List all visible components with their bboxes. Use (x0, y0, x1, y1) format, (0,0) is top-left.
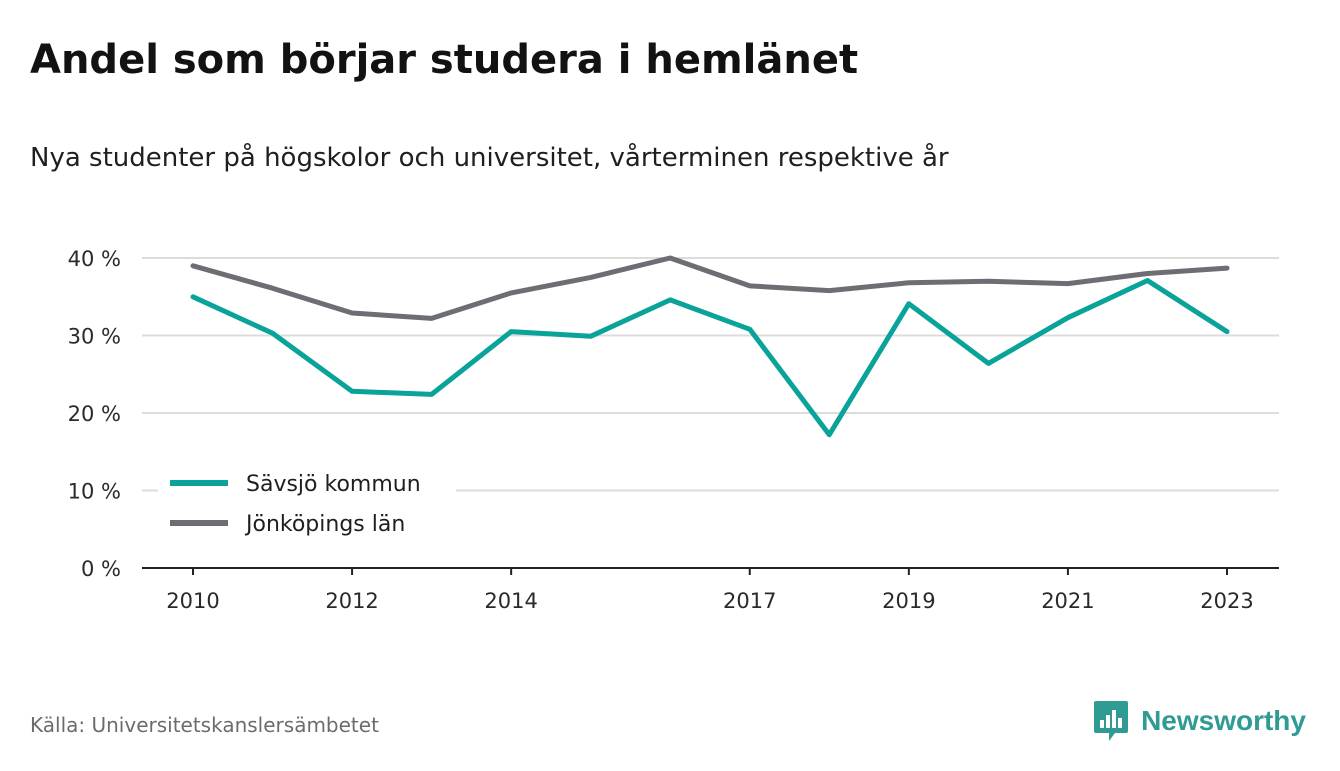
legend-label: Jönköpings län (244, 512, 405, 537)
newsworthy-logo-icon (1094, 701, 1129, 741)
brand-name: Newsworthy (1141, 705, 1306, 736)
x-tick-label: 2021 (1041, 589, 1094, 613)
x-tick-label: 2019 (882, 589, 935, 613)
legend-background (158, 462, 456, 554)
y-tick-label: 0 % (81, 557, 121, 581)
y-tick-label: 20 % (68, 402, 121, 426)
y-tick-label: 30 % (68, 325, 121, 349)
legend: Sävsjö kommun Jönköpings län (158, 462, 456, 554)
series-line (190, 278, 1230, 438)
grid-lines (142, 257, 1279, 492)
legend-label: Sävsjö kommun (246, 472, 421, 497)
x-tick-label: 2014 (484, 589, 537, 613)
brand-logo: Newsworthy (1093, 699, 1306, 743)
chart-title: Andel som börjar studera i hemlänet (30, 37, 859, 83)
chart-subtitle: Nya studenter på högskolor och universit… (30, 143, 949, 173)
axes: 0 % 10 % 20 % 30 % 40 % 2010 2012 2014 2017 2019 2… (68, 247, 1279, 613)
series-lines (190, 255, 1230, 438)
y-tick-label: 40 % (68, 247, 121, 271)
line-chart: 0 % 10 % 20 % 30 % 40 % 2010 2012 2014 2017 2019 2… (68, 247, 1279, 613)
series-line (190, 255, 1230, 321)
x-tick-label: 2012 (325, 589, 378, 613)
y-tick-label: 10 % (68, 480, 121, 504)
x-tick-label: 2010 (166, 589, 219, 613)
x-tick-label: 2017 (723, 589, 776, 613)
source-note: Källa: Universitetskanslersämbetet (30, 713, 379, 737)
x-tick-label: 2023 (1200, 589, 1253, 613)
